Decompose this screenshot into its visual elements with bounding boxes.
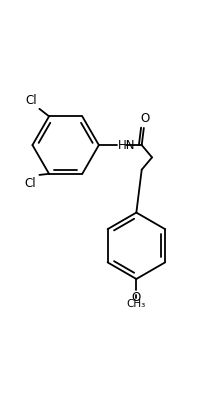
Text: Cl: Cl: [25, 94, 37, 107]
Text: CH₃: CH₃: [127, 299, 146, 309]
Text: O: O: [140, 112, 150, 125]
Text: Cl: Cl: [25, 177, 36, 190]
Text: HN: HN: [118, 139, 135, 152]
Text: O: O: [132, 291, 141, 305]
